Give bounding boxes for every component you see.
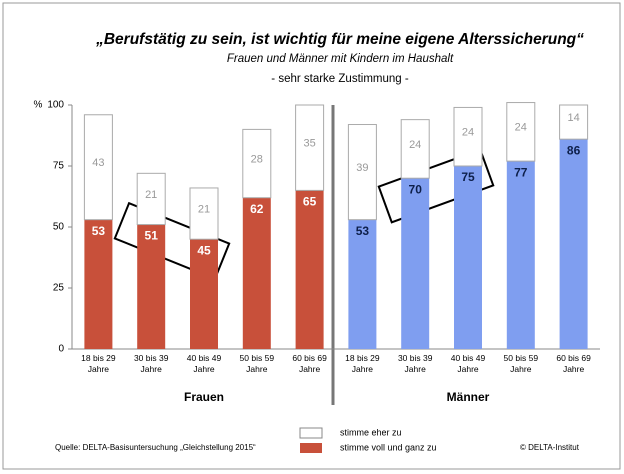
y-axis-label: % (34, 100, 43, 111)
bar-segment (295, 104, 325, 191)
value-label: 21 (145, 189, 157, 201)
x-tick-label: 18 bis 29 Jahre (345, 353, 380, 374)
legend-swatch (299, 427, 323, 439)
value-label: 45 (197, 243, 211, 257)
bar-segment (242, 197, 271, 349)
bar-segment (84, 219, 113, 349)
bar-segment (190, 239, 218, 349)
x-tick-label: 30 bis 39 Jahre (397, 353, 433, 374)
x-tick-label: 30 bis 39 Jahre (133, 353, 169, 374)
bar-segment (242, 128, 272, 199)
value-label: 65 (303, 195, 317, 209)
bar-segment (295, 190, 324, 349)
frame (2, 2, 621, 470)
x-tick-label: 60 bis 69 Jahre (292, 353, 327, 374)
value-label: 53 (356, 224, 370, 238)
credit: © DELTA-Institut (520, 443, 580, 452)
bar-segment (401, 178, 430, 349)
subtitle: - sehr starke Zustimmung - (271, 73, 409, 85)
x-tick-label: 40 bis 49 Jahre (186, 353, 222, 374)
y-tick-label: 25 (53, 283, 65, 294)
bar-segment (83, 114, 113, 221)
value-label: 51 (145, 229, 159, 243)
bar-segment (454, 166, 482, 349)
value-label: 14 (567, 112, 579, 124)
value-label: 24 (462, 127, 474, 139)
value-label: 21 (198, 203, 210, 215)
value-label: 28 (251, 153, 263, 165)
y-tick-label: 0 (58, 344, 64, 355)
legend-label: stimme eher zu (340, 427, 402, 437)
bar-segment (559, 139, 588, 349)
value-label: 39 (356, 162, 368, 174)
x-tick-label: 18 bis 29 Jahre (81, 353, 116, 374)
y-tick-label: 75 (53, 161, 65, 172)
value-label: 86 (567, 143, 581, 157)
bar-segment (137, 224, 166, 349)
value-label: 77 (514, 165, 528, 179)
bar-segment (400, 119, 430, 179)
y-tick-label: 100 (47, 100, 64, 111)
group-label: Frauen (184, 390, 224, 404)
legend-swatch (300, 443, 322, 453)
subtitle: Frauen und Männer mit Kindern im Haushal… (227, 53, 454, 65)
value-label: 35 (303, 138, 315, 150)
value-label: 24 (515, 122, 527, 134)
bar-segment (453, 106, 483, 167)
bar-segment (189, 187, 219, 240)
value-label: 53 (92, 224, 106, 238)
legend-label: stimme voll und ganz zu (340, 442, 437, 452)
bar-segment (348, 219, 377, 349)
value-label: 62 (250, 202, 264, 216)
bar-segment (506, 102, 536, 162)
x-tick-label: 40 bis 49 Jahre (450, 353, 486, 374)
value-label: 70 (409, 182, 423, 196)
x-tick-label: 60 bis 69 Jahre (556, 353, 591, 374)
value-label: 43 (92, 157, 104, 169)
value-label: 75 (461, 170, 475, 184)
group-label: Männer (447, 390, 490, 404)
x-tick-label: 50 bis 59 Jahre (239, 353, 275, 374)
bar-segment (559, 104, 589, 140)
value-label: 24 (409, 139, 421, 151)
chart-title: „Berufstätig zu sein, ist wichtig für me… (95, 31, 584, 48)
bar-segment (136, 172, 166, 226)
x-tick-label: 50 bis 59 Jahre (503, 353, 539, 374)
source: Quelle: DELTA-Basisuntersuchung „Gleichs… (55, 443, 256, 452)
bar-segment (347, 124, 377, 221)
bar-segment (506, 161, 535, 349)
y-tick-label: 50 (53, 222, 65, 233)
